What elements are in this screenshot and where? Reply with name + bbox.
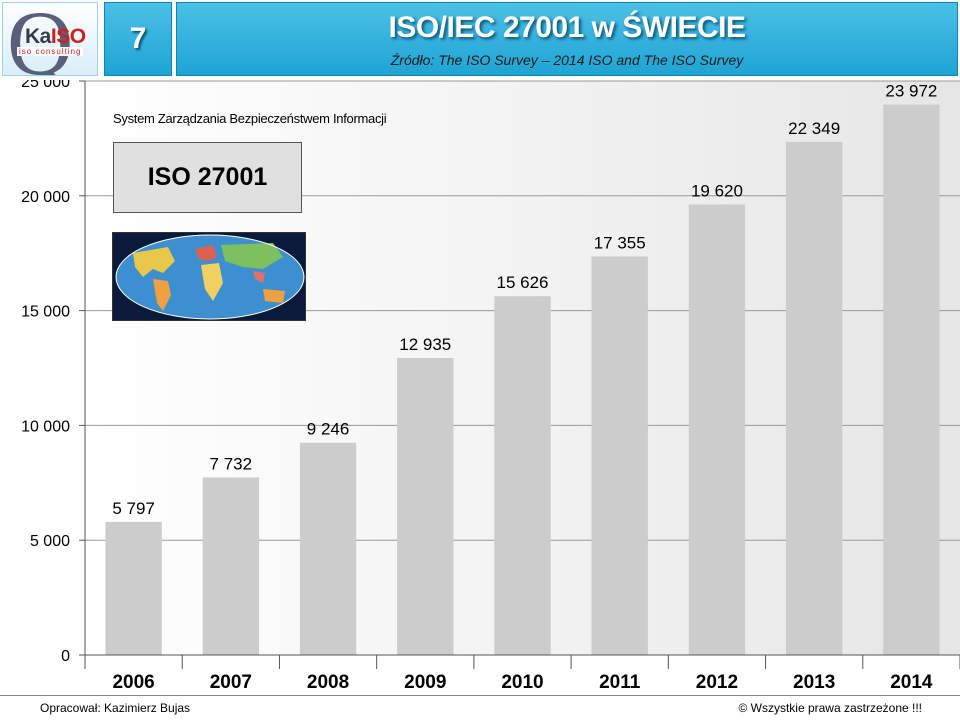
logo-text: KaISO	[25, 25, 86, 49]
y-tick-label: 25 000	[21, 80, 70, 91]
iso-27001-label: ISO 27001	[147, 163, 268, 191]
x-axis: 2006 2007 2008 2009 2010 2011 2012 2013 2014	[84, 654, 960, 693]
x-tick-label: 2014	[890, 672, 933, 693]
slide-subtitle: Źródło: The ISO Survey – 2014 ISO and Th…	[390, 52, 744, 68]
bar-value-label: 5 797	[112, 499, 155, 518]
bar-value-label: 23 972	[885, 82, 937, 101]
x-tick-label: 2010	[501, 672, 543, 693]
world-map-image	[112, 232, 306, 321]
bar	[688, 204, 746, 655]
footer-author: Opracował: Kazimierz Bujas	[40, 701, 191, 715]
bars	[105, 104, 940, 656]
bar-value-label: 9 246	[307, 420, 350, 439]
logo-text-iso: ISO	[50, 25, 86, 48]
title-banner: ISO/IEC 27001 w ŚWIECIE Źródło: The ISO …	[176, 2, 958, 76]
bar	[883, 104, 940, 655]
y-tick-label: 10 000	[21, 418, 70, 435]
y-tick-label: 15 000	[21, 304, 70, 321]
kaliso-logo: Q KaISO iso consulting	[2, 2, 98, 76]
slide-header: Q KaISO iso consulting 7 ISO/IEC 27001 w…	[0, 0, 960, 80]
x-tick-label: 2013	[793, 672, 835, 693]
slide-number: 7	[129, 22, 147, 55]
value-labels: 5 797 7 732 9 246 12 935 15 626 17 355 19 620 2…	[112, 82, 937, 518]
bar-value-label: 7 732	[210, 454, 253, 473]
bar-value-label: 17 355	[594, 234, 646, 253]
x-tick-label: 2011	[599, 672, 641, 693]
x-tick-label: 2012	[696, 672, 738, 693]
logo-text-ka: Ka	[25, 25, 51, 48]
logo-q-glyph: Q	[7, 2, 74, 76]
x-tick-label: 2008	[307, 672, 349, 693]
bar-value-label: 22 349	[788, 119, 840, 138]
inset-note: System Zarządzania Bezpieczeństwem Infor…	[113, 111, 387, 126]
bar	[494, 296, 551, 655]
world-map-icon	[115, 234, 305, 320]
y-axis: 0 5 000 10 000 15 000 20 000 25 000	[21, 74, 86, 665]
iso-27001-box: ISO 27001	[113, 142, 302, 213]
bar-value-label: 19 620	[691, 182, 743, 201]
bar	[105, 521, 162, 655]
slide-title: ISO/IEC 27001 w ŚWIECIE	[388, 11, 746, 44]
x-tick-label: 2006	[112, 672, 154, 693]
slide-number-box: 7	[104, 2, 172, 76]
x-tick-label: 2007	[210, 672, 252, 693]
bar	[299, 442, 357, 655]
bar	[397, 358, 454, 655]
bar	[591, 256, 648, 655]
bar-value-label: 12 935	[399, 335, 451, 354]
bar-value-label: 15 626	[497, 273, 549, 292]
logo-subtext: iso consulting	[17, 47, 84, 56]
x-tick-label: 2009	[404, 672, 446, 693]
slide-footer: Opracował: Kazimierz Bujas © Wszystkie p…	[0, 695, 960, 721]
y-tick-label: 5 000	[30, 533, 70, 550]
bar	[202, 477, 260, 655]
y-tick-label: 0	[61, 648, 70, 665]
footer-copyright: © Wszystkie prawa zastrzeżone !!!	[738, 701, 922, 715]
y-tick-label: 20 000	[21, 189, 70, 206]
bar	[785, 141, 843, 656]
